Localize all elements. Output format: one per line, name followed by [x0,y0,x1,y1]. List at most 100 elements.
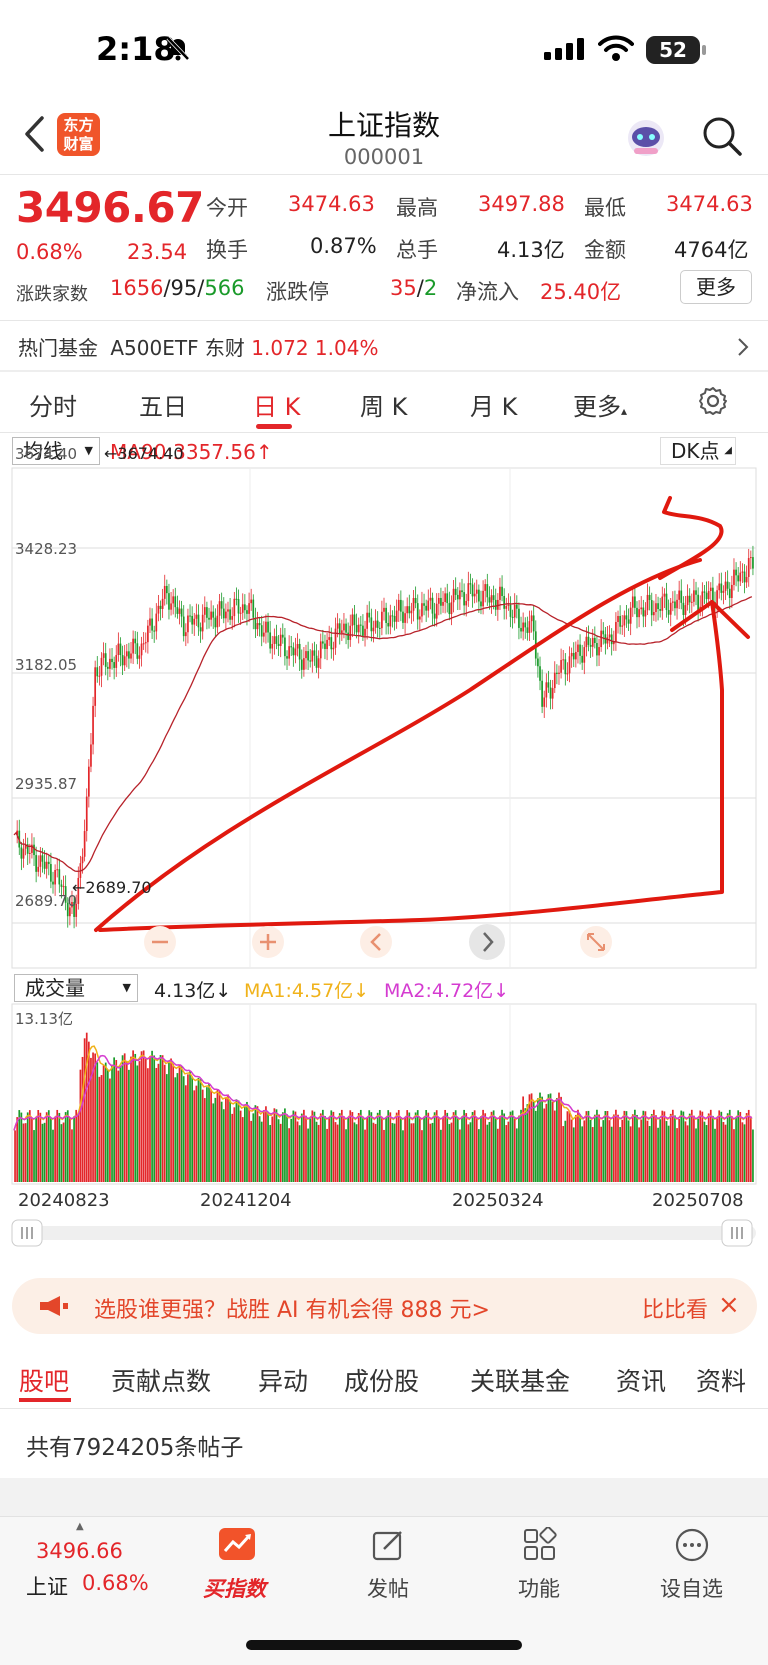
amount-value: 4764亿 [674,238,749,262]
volume-bar [277,1119,280,1182]
candle-body [480,601,482,607]
volume-bar [560,1096,562,1182]
candle-body [389,615,392,627]
candle-body [608,634,611,638]
tab-weekly-k[interactable]: 周 K [360,393,408,421]
volume-bar [115,1059,118,1182]
tab-guba[interactable]: 股吧 [19,1367,70,1396]
volume-bar [151,1050,153,1182]
candle-body [465,600,468,606]
candle-body [383,607,385,612]
tab-related-funds[interactable]: 关联基金 [470,1367,571,1396]
candle-body [256,623,259,630]
more-dots-icon[interactable] [674,1527,710,1563]
candle-body [69,907,71,917]
volume-bar [214,1097,217,1182]
active-tab-indicator [256,424,292,429]
back-arrow-icon[interactable] [22,114,46,154]
candle-body [619,615,621,627]
promo-banner[interactable]: 选股谁更强？战胜 AI 有机会得 888 元> 比比看 × [12,1278,757,1334]
candle-body [579,644,581,656]
hot-fund-row[interactable]: 热门基金 A500ETF 东财 1.072 1.04% [18,336,379,360]
volume-bar [111,1064,113,1182]
tab-intraday[interactable]: 分时 [29,393,77,421]
volume-bar [423,1116,425,1182]
volume-bar [199,1079,202,1182]
nav-post[interactable]: 发帖 [367,1577,409,1601]
nav-index-pct[interactable]: 0.68% [82,1571,149,1595]
nav-index-price[interactable]: 3496.66 [36,1539,123,1563]
volume-bar [225,1098,227,1182]
tab-daily-k[interactable]: 日 K [253,393,301,421]
candle-body [731,584,733,598]
nav-functions[interactable]: 功能 [518,1577,560,1601]
ma-select[interactable]: 均线 ▼ [12,437,100,465]
candle-body [349,625,352,640]
k-line-chart[interactable]: 均线 ▼ MA90:3357.56↑ DK点 ◢ [0,430,768,1260]
edit-post-icon[interactable] [370,1527,406,1563]
candle-body [71,901,73,908]
tab-monthly-k[interactable]: 月 K [470,393,518,421]
candle-body [395,610,398,622]
dk-point-button[interactable]: DK点 ◢ [660,437,736,465]
nav-add-watchlist[interactable]: 设自选 [660,1577,723,1601]
volume-bar [712,1115,714,1182]
volume-bar [621,1119,624,1182]
volume-bar [54,1116,56,1182]
more-button[interactable]: 更多 [680,270,752,304]
nav-buy-index[interactable]: 买指数 [203,1577,266,1601]
candle-body [370,617,373,632]
candle-body [326,639,328,650]
volume-bar [31,1117,33,1182]
tab-more[interactable]: 更多▴ [573,393,628,421]
volume-bar [290,1118,293,1182]
candle-body [90,744,92,767]
functions-grid-icon[interactable] [522,1527,558,1563]
tab-contribution[interactable]: 贡献点数 [111,1367,212,1396]
candle-body [560,660,562,673]
volume-bar [201,1089,204,1182]
nav-index-name[interactable]: 上证 [26,1575,68,1599]
volume-bar [281,1112,284,1182]
candle-body [140,643,143,656]
candle-body [182,616,185,637]
candle-body [733,569,735,585]
candle-body [100,657,103,676]
candle-body [309,660,312,662]
candle-body [437,597,440,604]
volume-bar [206,1087,208,1182]
candle-body [553,672,556,689]
section-separator [0,1478,768,1516]
tab-five-day[interactable]: 五日 [139,393,187,421]
volume-bar [728,1109,731,1182]
candle-body [239,612,242,614]
tab-movement[interactable]: 异动 [258,1367,309,1396]
candle-body [96,667,99,677]
candle-body [364,628,366,636]
hand-drawn-annotation [94,496,750,932]
volume-select[interactable]: 成交量 ▼ [14,974,138,1002]
candle-body [138,655,141,659]
buy-index-icon[interactable] [218,1527,256,1561]
candle-body [332,647,335,650]
chevron-right-icon[interactable] [736,336,750,358]
volume-bar [250,1120,253,1182]
candle-body [191,615,194,625]
tab-profile[interactable]: 资料 [696,1367,747,1396]
close-icon[interactable]: × [718,1290,740,1320]
candle-body [372,627,375,632]
tab-news[interactable]: 资讯 [616,1367,667,1396]
candle-body [669,602,672,615]
candle-body [387,622,390,627]
candle-body [684,605,687,615]
settings-gear-icon[interactable] [697,385,729,417]
volume-bar [387,1110,390,1182]
search-icon[interactable] [700,114,744,158]
ai-robot-icon[interactable] [624,116,668,160]
candle-body [593,637,596,644]
volume-bar [178,1065,181,1182]
volume-bar [180,1065,183,1182]
volume-bar [35,1116,37,1182]
tab-constituents[interactable]: 成份股 [344,1367,420,1396]
candle-body [494,599,497,610]
